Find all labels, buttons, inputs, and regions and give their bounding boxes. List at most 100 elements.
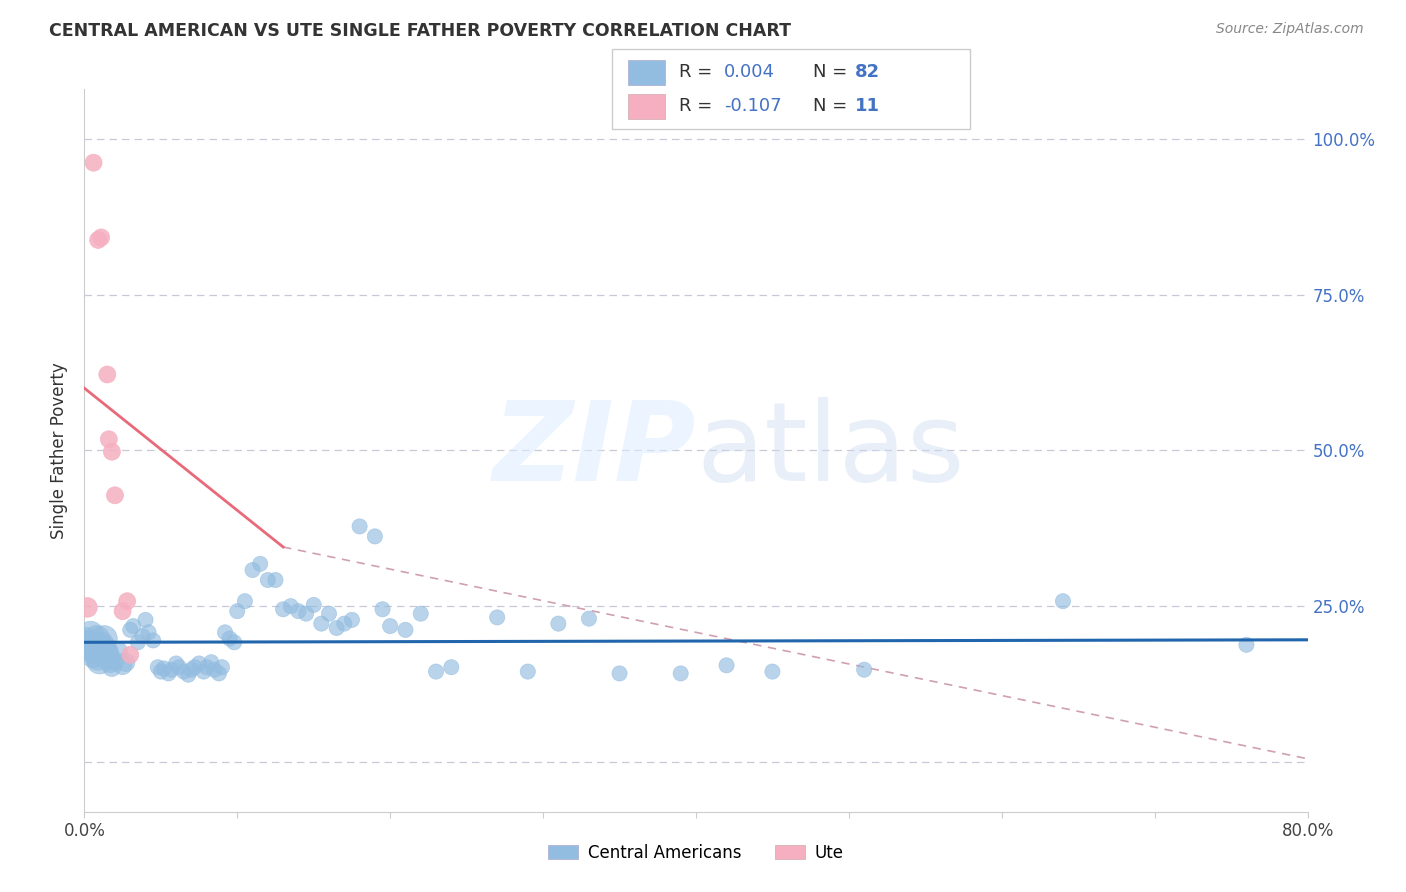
Point [173, 665, 195, 679]
Point [257, 573, 280, 587]
Point [98, 657, 121, 671]
Point [91, 641, 114, 656]
Point [211, 660, 233, 674]
Point [96, 652, 118, 666]
Point [90, 638, 112, 652]
Text: atlas: atlas [696, 397, 965, 504]
Point [233, 594, 256, 608]
Point [226, 604, 249, 618]
Point [609, 666, 631, 681]
Point [107, 644, 129, 658]
Point [516, 665, 538, 679]
Point [200, 655, 222, 669]
Point [135, 613, 157, 627]
Point [716, 658, 738, 673]
Point [146, 660, 169, 674]
Point [138, 625, 160, 640]
Text: 82: 82 [855, 63, 880, 81]
Y-axis label: Single Father Poverty: Single Father Poverty [51, 362, 69, 539]
Point [83, 648, 105, 662]
Point [97, 432, 120, 446]
Text: CENTRAL AMERICAN VS UTE SINGLE FATHER POVERTY CORRELATION CHART: CENTRAL AMERICAN VS UTE SINGLE FATHER PO… [49, 22, 792, 40]
Point [97, 644, 120, 658]
Point [249, 557, 271, 571]
Point [195, 660, 218, 674]
Point [409, 607, 432, 621]
Point [160, 663, 183, 677]
Point [333, 616, 356, 631]
Point [578, 612, 600, 626]
Point [280, 599, 302, 614]
Point [302, 598, 325, 612]
Point [311, 616, 333, 631]
Text: N =: N = [813, 63, 852, 81]
Point [349, 519, 371, 533]
Point [77, 636, 100, 650]
Point [371, 602, 394, 616]
Point [89, 654, 111, 668]
Point [157, 666, 180, 681]
Point [287, 604, 309, 618]
Point [122, 619, 145, 633]
Point [193, 665, 215, 679]
Point [142, 633, 165, 648]
Point [115, 594, 138, 608]
Point [214, 625, 236, 640]
Point [87, 650, 110, 665]
Point [75, 633, 97, 648]
Point [394, 623, 416, 637]
Point [120, 623, 142, 637]
Point [761, 665, 783, 679]
Point [853, 663, 876, 677]
Point [120, 648, 142, 662]
Text: ZIP: ZIP [492, 397, 696, 504]
Point [208, 666, 231, 681]
Point [76, 600, 98, 615]
Point [153, 661, 176, 675]
Point [87, 233, 110, 247]
Point [264, 573, 287, 587]
Text: N =: N = [813, 97, 852, 115]
Text: 0.004: 0.004 [724, 63, 775, 81]
Point [188, 657, 211, 671]
Text: R =: R = [679, 63, 718, 81]
Point [340, 613, 363, 627]
Point [114, 655, 136, 669]
Point [486, 610, 509, 624]
Point [318, 607, 340, 621]
Point [127, 635, 149, 649]
Point [1052, 594, 1074, 608]
Point [76, 640, 98, 654]
Point [149, 665, 172, 679]
Point [131, 629, 153, 643]
Point [440, 660, 463, 674]
Point [83, 155, 105, 169]
Point [218, 632, 240, 646]
Point [547, 616, 569, 631]
Text: R =: R = [679, 97, 718, 115]
Point [84, 644, 107, 658]
Point [325, 621, 347, 635]
Point [86, 632, 108, 646]
Point [101, 660, 124, 674]
Point [271, 602, 294, 616]
Point [104, 488, 127, 502]
Point [80, 638, 103, 652]
Text: 11: 11 [855, 97, 880, 115]
Point [295, 607, 318, 621]
Point [111, 658, 134, 673]
Point [90, 230, 112, 244]
Point [167, 660, 190, 674]
Point [96, 368, 118, 382]
Point [93, 632, 115, 646]
Point [94, 648, 117, 662]
Point [224, 635, 246, 649]
Point [425, 665, 447, 679]
Point [242, 563, 264, 577]
Point [380, 619, 402, 633]
Point [101, 444, 124, 458]
Point [104, 654, 127, 668]
Point [177, 667, 200, 681]
Point [111, 604, 134, 618]
Point [364, 529, 387, 543]
